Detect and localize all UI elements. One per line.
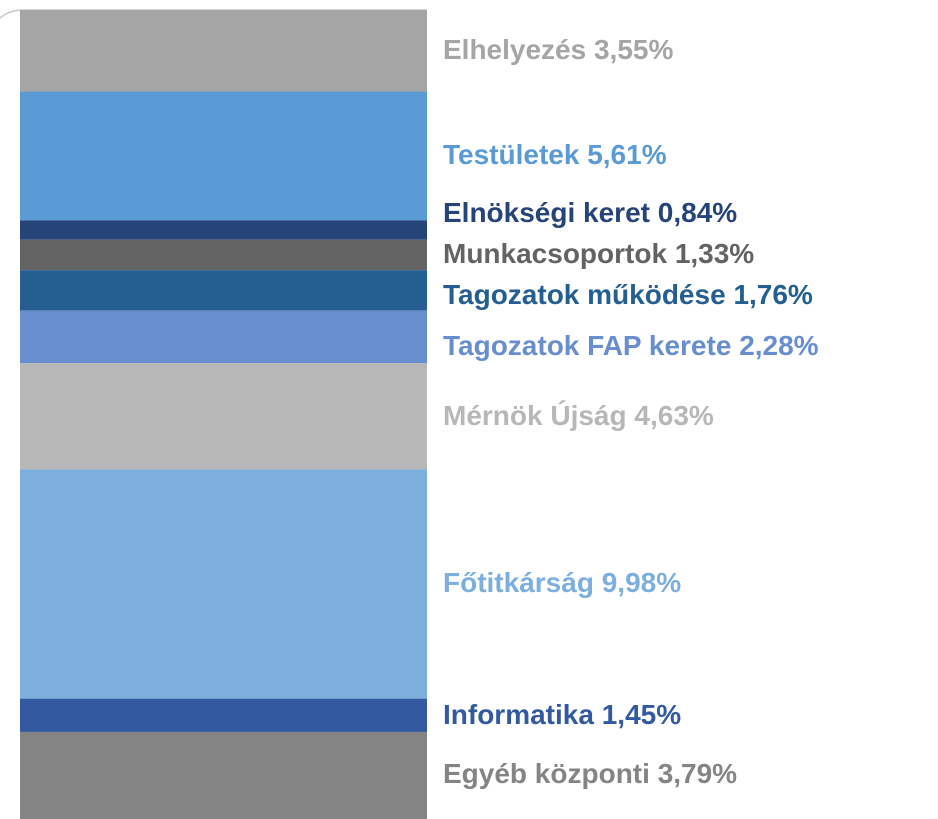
segment-value: 9,98%: [602, 567, 681, 598]
segment-label: Munkacsoportok 1,33%: [443, 238, 754, 269]
bar-segment: [20, 469, 427, 699]
bar-segment: [20, 220, 427, 240]
segment-name: Elnökségi keret: [443, 197, 650, 228]
segment-value: 5,61%: [587, 139, 666, 170]
segment-value: 1,76%: [733, 279, 812, 310]
segment-label: Főtitkárság 9,98%: [443, 567, 681, 598]
segment-name: Tagozatok működése: [443, 279, 726, 310]
segment-value: 4,63%: [634, 400, 713, 431]
segment-value: 0,84%: [658, 197, 737, 228]
frame-edge: [0, 9, 427, 19]
segment-name: Testületek: [443, 139, 580, 170]
segment-label: Elnökségi keret 0,84%: [443, 197, 737, 228]
segment-label: Mérnök Újság 4,63%: [443, 400, 714, 431]
bar-segment: [20, 731, 427, 819]
segment-name: Informatika: [443, 699, 594, 730]
segment-name: Munkacsoportok: [443, 238, 667, 269]
bar-segment: [20, 310, 427, 364]
segment-value: 1,45%: [602, 699, 681, 730]
segment-name: Egyéb központi: [443, 758, 650, 789]
segment-name: Tagozatok FAP kerete: [443, 330, 731, 361]
segment-name: Elhelyezés: [443, 34, 586, 65]
bar-segment: [20, 363, 427, 470]
segment-label: Testületek 5,61%: [443, 139, 667, 170]
segment-label: Tagozatok FAP kerete 2,28%: [443, 330, 819, 361]
segment-label: Informatika 1,45%: [443, 699, 681, 730]
segment-value: 3,79%: [658, 758, 737, 789]
bar-segment: [20, 698, 427, 732]
segment-name: Főtitkárság: [443, 567, 594, 598]
segment-label: Elhelyezés 3,55%: [443, 34, 673, 65]
bar-segment: [20, 239, 427, 271]
bar-segment: [20, 91, 427, 221]
segment-label: Tagozatok működése 1,76%: [443, 279, 813, 310]
bar-segment: [20, 270, 427, 311]
segment-label: Egyéb központi 3,79%: [443, 758, 737, 789]
segment-value: 3,55%: [594, 34, 673, 65]
segment-name: Mérnök Újság: [443, 400, 627, 431]
segment-value: 2,28%: [739, 330, 818, 361]
bar-segment: [20, 10, 427, 92]
segment-value: 1,33%: [675, 238, 754, 269]
